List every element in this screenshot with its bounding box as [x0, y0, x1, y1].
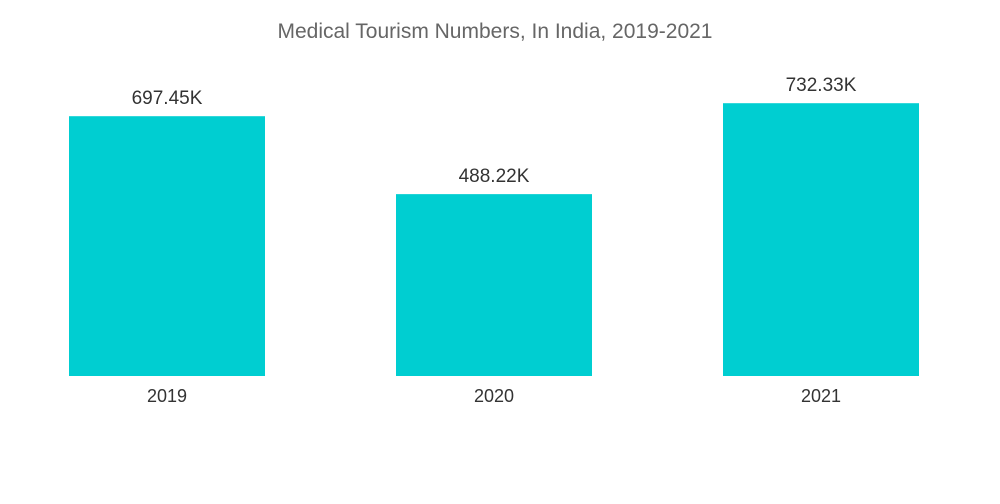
- data-label-2019: 697.45K: [132, 88, 203, 109]
- bar-2021: [723, 103, 919, 376]
- x-tick-2020: 2020: [474, 386, 514, 406]
- data-label-2020: 488.22K: [459, 166, 530, 187]
- x-tick-2021: 2021: [801, 386, 841, 406]
- bar-2020: [396, 194, 592, 376]
- chart-title: Medical Tourism Numbers, In India, 2019-…: [277, 20, 712, 43]
- data-label-2021: 732.33K: [786, 75, 857, 96]
- bars-group: 697.45K 2019 488.22K 2020 732.33K 2021: [69, 75, 919, 406]
- bar-2019: [69, 116, 265, 376]
- x-tick-2019: 2019: [147, 386, 187, 406]
